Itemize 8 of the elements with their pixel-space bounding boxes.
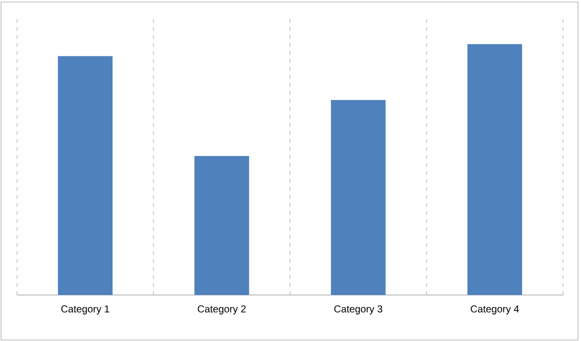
- bar: [194, 156, 250, 295]
- x-tick-label: Category 2: [198, 305, 246, 314]
- bar: [467, 44, 522, 295]
- x-tick-label: Category 1: [61, 305, 110, 314]
- x-tick-label: Category 4: [470, 305, 519, 314]
- x-tick-label: Category 3: [334, 305, 382, 314]
- bar: [58, 56, 113, 295]
- bar: [330, 100, 386, 295]
